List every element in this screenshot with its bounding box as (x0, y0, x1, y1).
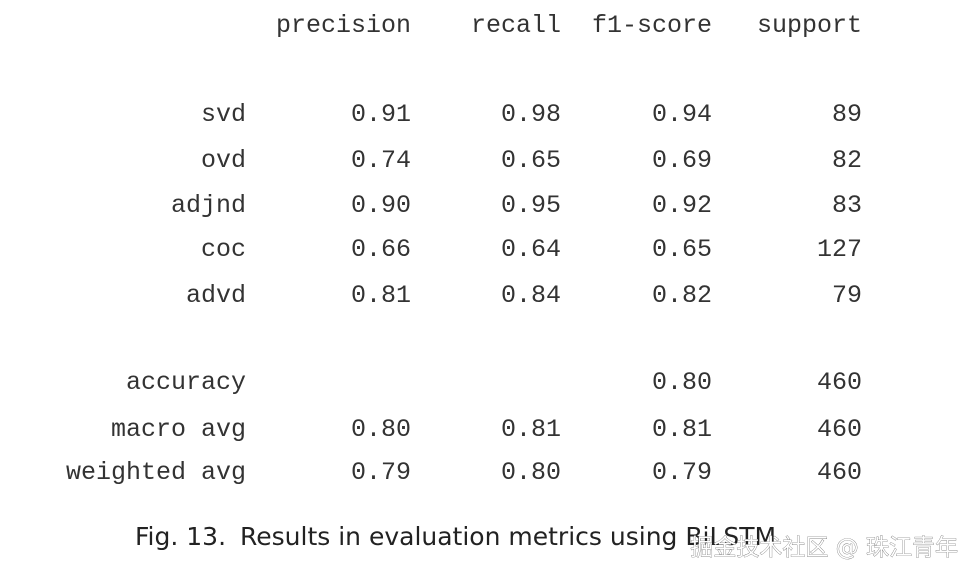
column-header: recall (471, 11, 561, 40)
row-label: ovd (201, 146, 246, 175)
cell: 0.80 (351, 415, 411, 444)
cell: 82 (832, 146, 862, 175)
row-label: advd (186, 281, 246, 310)
cell: 0.80 (652, 368, 712, 397)
cell: 0.95 (501, 191, 561, 220)
cell: 89 (832, 100, 862, 129)
cell: 0.65 (501, 146, 561, 175)
row-label: coc (201, 235, 246, 264)
row-label: svd (201, 100, 246, 129)
cell: 0.79 (351, 458, 411, 487)
cell: 0.81 (501, 415, 561, 444)
row-label: macro avg (111, 415, 246, 444)
row-label: adjnd (171, 191, 246, 220)
cell: 0.74 (351, 146, 411, 175)
cell: 83 (832, 191, 862, 220)
cell: 0.64 (501, 235, 561, 264)
caption-label: Fig. 13. (135, 522, 226, 551)
column-header: f1-score (592, 11, 712, 40)
cell: 0.69 (652, 146, 712, 175)
cell: 0.84 (501, 281, 561, 310)
watermark: 掘金技术社区 @ 珠江青年 (690, 535, 958, 561)
cell: 460 (817, 415, 862, 444)
cell: 127 (817, 235, 862, 264)
cell: 79 (832, 281, 862, 310)
cell: 0.79 (652, 458, 712, 487)
row-label: weighted avg (66, 458, 246, 487)
cell: 0.91 (351, 100, 411, 129)
cell: 0.82 (652, 281, 712, 310)
cell: 0.98 (501, 100, 561, 129)
cell: 0.92 (652, 191, 712, 220)
cell: 0.81 (351, 281, 411, 310)
cell: 0.81 (652, 415, 712, 444)
cell: 0.66 (351, 235, 411, 264)
cell: 460 (817, 458, 862, 487)
cell: 460 (817, 368, 862, 397)
cell: 0.90 (351, 191, 411, 220)
column-header: support (757, 11, 862, 40)
row-label: accuracy (126, 368, 246, 397)
cell: 0.94 (652, 100, 712, 129)
caption-text: Results in evaluation metrics using BiLS… (240, 522, 776, 551)
cell: 0.80 (501, 458, 561, 487)
cell: 0.65 (652, 235, 712, 264)
column-header: precision (276, 11, 411, 40)
